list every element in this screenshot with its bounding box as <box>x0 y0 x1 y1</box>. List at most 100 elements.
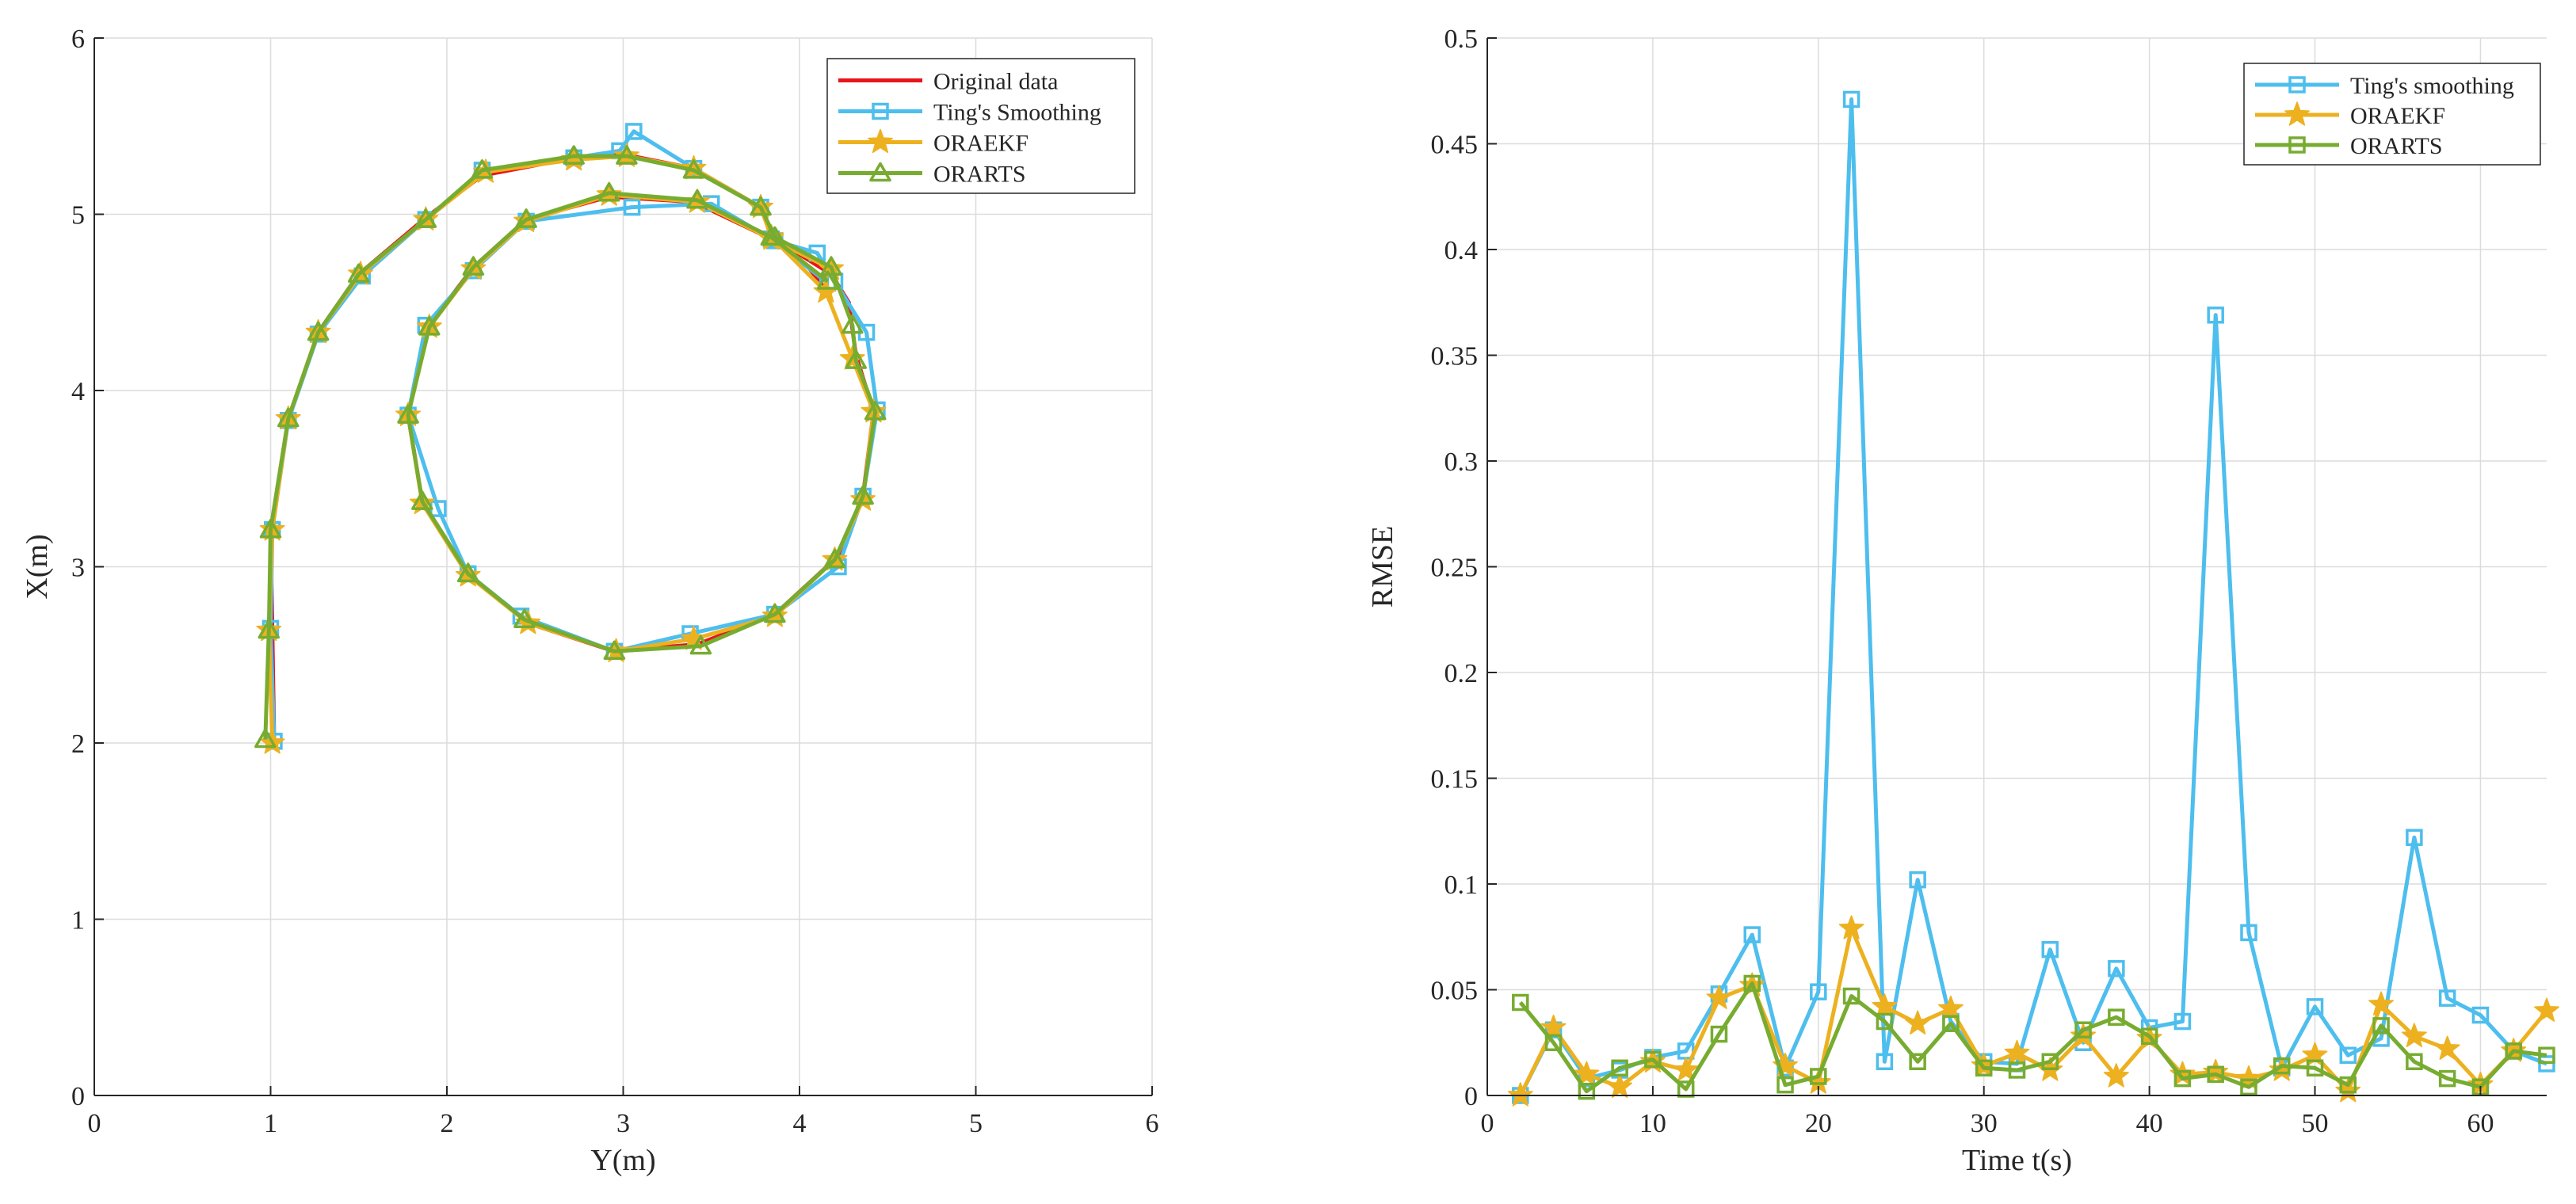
trajectory-point-orarts <box>689 634 712 655</box>
trajectory-y-tick-label: 0 <box>71 1082 85 1111</box>
rmse-x-tick-label: 20 <box>1805 1109 1832 1138</box>
trajectory-point-orarts <box>603 640 626 661</box>
rmse-point-oraekf <box>2368 991 2395 1015</box>
rmse-point-ting-s-smoothing <box>1842 90 1860 109</box>
rmse-y-tick-label: 0.15 <box>1431 765 1479 794</box>
rmse-point-oraekf <box>1706 985 1732 1009</box>
trajectory-point-orarts <box>852 485 874 505</box>
rmse-point-ting-s-smoothing <box>2471 1006 2490 1024</box>
rmse-y-tick-label: 0.1 <box>1444 871 1479 900</box>
rmse-x-tick-label: 30 <box>1971 1109 1998 1138</box>
trajectory-x-tick-label: 6 <box>1146 1109 1159 1138</box>
rmse-point-ting-s-smoothing <box>2306 998 2324 1015</box>
rmse-point-oraekf <box>1838 915 1864 939</box>
rmse-point-oraekf <box>1673 1057 1699 1081</box>
trajectory-x-axis-label: Y(m) <box>590 1144 655 1177</box>
rmse-point-orarts <box>2041 1053 2059 1071</box>
trajectory-point-orarts <box>411 490 433 510</box>
trajectory-point-orarts <box>515 208 537 228</box>
rmse-point-orarts <box>2140 1027 2158 1045</box>
rmse-x-axis-label: Time t(s) <box>1962 1144 2072 1177</box>
rmse-point-ting-s-smoothing <box>2240 924 2257 942</box>
trajectory-point-orarts <box>686 189 708 209</box>
trajectory-point-orarts <box>750 196 772 216</box>
rmse-point-orarts <box>2074 1021 2092 1038</box>
rmse-legend-label: ORAEKF <box>2350 103 2445 129</box>
rmse-point-orarts <box>1810 1068 1827 1085</box>
rmse-point-ting-s-smoothing <box>2438 989 2456 1007</box>
rmse-series-orarts <box>1512 974 2555 1100</box>
rmse-y-tick-label: 0.5 <box>1444 25 1479 54</box>
trajectory-point-orarts <box>764 603 786 623</box>
rmse-x-tick-label: 10 <box>1639 1109 1666 1138</box>
trajectory-point-orarts <box>816 270 839 290</box>
trajectory-point-orarts <box>841 314 864 334</box>
rmse-point-oraekf <box>2203 1058 2229 1084</box>
rmse-series <box>1507 90 2559 1107</box>
trajectory-point-oraekf <box>681 154 707 180</box>
rmse-point-orarts <box>2273 1057 2291 1075</box>
rmse-point-orarts <box>2372 1017 2390 1034</box>
trajectory-point-ting-s-smoothing <box>625 123 643 140</box>
rmse-grid <box>1486 37 2547 1096</box>
rmse-point-orarts <box>2207 1065 2224 1084</box>
rmse-legend-marker-ting-s-smoothing <box>2288 76 2306 93</box>
trajectory-point-orarts <box>414 208 437 228</box>
trajectory-series <box>254 123 887 754</box>
rmse-y-tick-label: 0.35 <box>1431 342 1479 371</box>
trajectory-legend-label: ORARTS <box>933 162 1026 188</box>
rmse-point-oraekf <box>2236 1065 2261 1090</box>
rmse-point-ting-s-smoothing <box>2108 960 2125 977</box>
trajectory-legend-marker-orarts <box>869 162 891 182</box>
rmse-y-tick-label: 0 <box>1464 1082 1478 1111</box>
rmse-point-ting-s-smoothing <box>1743 926 1761 943</box>
rmse-point-ting-s-smoothing <box>2339 1046 2357 1065</box>
trajectory-point-orarts <box>864 400 887 421</box>
trajectory-x-tick-label: 4 <box>793 1109 807 1138</box>
rmse-point-orarts <box>1644 1050 1662 1069</box>
rmse-point-orarts <box>1842 987 1860 1005</box>
rmse-point-oraekf <box>1872 993 1898 1018</box>
trajectory-series-orarts <box>254 145 887 749</box>
trajectory-point-orarts <box>418 316 441 336</box>
trajectory-y-axis-label: X(m) <box>21 534 54 599</box>
rmse-legend-label: ORARTS <box>2350 133 2443 159</box>
trajectory-chart: 0 1 2 3 4 5 6 0 1 2 3 4 5 6 Y(m) X(m) Original data Ti… <box>21 25 1159 1177</box>
trajectory-legend-marker-ting-s-smoothing <box>872 102 889 120</box>
rmse-point-orarts <box>1611 1059 1628 1077</box>
rmse-point-orarts <box>1975 1059 1993 1077</box>
rmse-point-orarts <box>1578 1082 1596 1100</box>
rmse-point-orarts <box>1942 1015 1960 1032</box>
trajectory-x-tick-label: 3 <box>616 1109 630 1138</box>
rmse-point-ting-s-smoothing <box>1909 871 1926 889</box>
trajectory-y-tick-label: 4 <box>71 377 85 406</box>
trajectory-point-orarts <box>258 619 280 639</box>
rmse-point-orarts <box>2438 1069 2456 1088</box>
trajectory-point-orarts <box>348 263 370 283</box>
rmse-y-tick-label: 0.4 <box>1444 236 1479 265</box>
trajectory-x-tick-label: 0 <box>88 1109 101 1138</box>
trajectory-point-orarts <box>471 159 494 179</box>
rmse-point-orarts <box>1876 1012 1894 1031</box>
trajectory-point-orarts <box>513 608 536 628</box>
rmse-point-orarts <box>2306 1059 2324 1077</box>
trajectory-legend: Original data Ting's Smoothing ORAEKF ORART… <box>826 58 1135 194</box>
rmse-point-orarts <box>2240 1078 2257 1096</box>
rmse-point-oraekf <box>1971 1052 1997 1077</box>
rmse-x-tick-label: 40 <box>2136 1109 2163 1138</box>
rmse-y-tick-label: 0.45 <box>1431 131 1479 160</box>
rmse-point-orarts <box>1776 1076 1794 1094</box>
rmse-point-ting-s-smoothing <box>2041 941 2059 958</box>
rmse-point-ting-s-smoothing <box>2406 829 2423 847</box>
rmse-point-orarts <box>1512 993 1529 1012</box>
trajectory-y-tick-label: 2 <box>71 730 85 759</box>
rmse-y-tick-label: 0.25 <box>1431 554 1479 583</box>
trajectory-point-orarts <box>277 407 300 428</box>
rmse-x-tick-label: 50 <box>2302 1109 2329 1138</box>
trajectory-point-orarts <box>259 519 282 539</box>
trajectory-legend-label: Original data <box>933 69 1058 95</box>
rmse-point-ting-s-smoothing <box>1876 1053 1894 1071</box>
trajectory-y-tick-label: 1 <box>71 906 85 935</box>
rmse-legend-marker-orarts <box>2288 136 2306 154</box>
